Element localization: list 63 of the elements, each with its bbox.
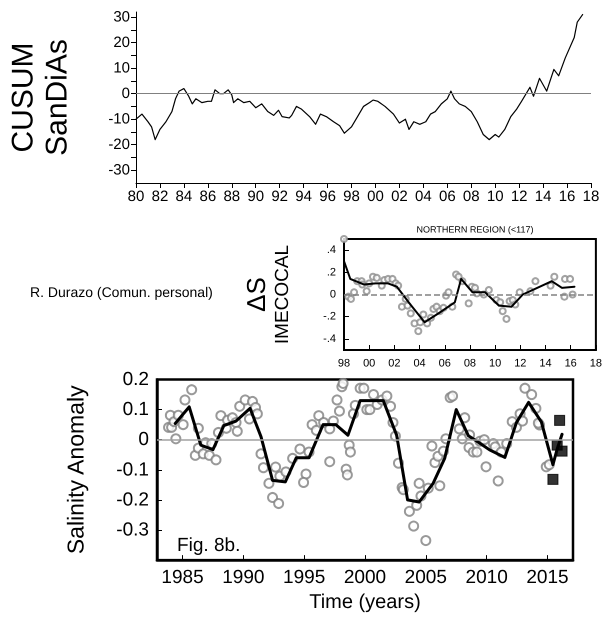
x-tick-label: 14 — [534, 188, 552, 205]
x-tick-label: 10 — [486, 188, 504, 205]
y-tick-label: -0.1 — [116, 459, 149, 480]
x-tick-label: 2005 — [404, 567, 447, 588]
y-tick-label: -.2 — [323, 310, 336, 323]
x-tick-label: 02 — [388, 358, 400, 370]
chart-title: NORTHERN REGION (<117) — [416, 224, 534, 234]
x-tick-label: 18 — [582, 188, 600, 205]
y-tick-label: 0 — [122, 85, 130, 102]
x-tick-label: 16 — [564, 358, 577, 370]
x-tick-label: 1995 — [283, 567, 326, 588]
x-tick-label: 04 — [413, 358, 426, 370]
x-tick-label: 88 — [223, 188, 240, 205]
x-tick-label: 06 — [438, 358, 451, 370]
x-tick-label: 04 — [415, 188, 432, 205]
y-tick-label: -.4 — [323, 332, 336, 345]
x-tick-label: 14 — [539, 358, 552, 370]
y-tick-label: -0.2 — [116, 489, 149, 510]
x-tick-label: 10 — [489, 358, 502, 370]
x-tick-label: 2000 — [344, 567, 386, 588]
y-tick-label: 20 — [113, 34, 130, 52]
x-tick-label: 80 — [128, 188, 144, 205]
y-tick-label: -20 — [108, 136, 130, 154]
x-tick-label: 94 — [295, 188, 312, 205]
x-tick-label: 84 — [176, 188, 192, 205]
x-tick-label: 96 — [319, 188, 336, 205]
y-axis-title: CUSUM SanDiAs — [6, 39, 74, 156]
x-tick-label: 02 — [391, 188, 408, 205]
x-tick-label: 16 — [558, 188, 576, 205]
x-tick-label: 2015 — [526, 567, 569, 588]
x-tick-label: 12 — [510, 188, 528, 205]
x-tick-label: 00 — [367, 188, 384, 205]
y-tick-label: 0.2 — [122, 369, 149, 390]
x-tick-label: 98 — [343, 188, 360, 205]
x-tick-label: 86 — [200, 188, 216, 205]
y-tick-label: 0 — [330, 288, 336, 300]
x-tick-label: 08 — [462, 188, 480, 205]
x-tick-label: 1985 — [161, 567, 204, 588]
x-tick-label: 98 — [338, 358, 350, 370]
x-axis-title: Time (years) — [309, 591, 421, 613]
x-tick-label: 92 — [271, 188, 288, 205]
x-tick-label: 18 — [590, 358, 602, 370]
y-tick-label: 30 — [113, 8, 130, 26]
y-tick-label: -30 — [108, 162, 130, 179]
text: R. Durazo (Comun. personal) — [30, 284, 213, 300]
x-tick-label: 08 — [464, 358, 476, 370]
x-tick-label: 1990 — [222, 567, 265, 588]
y-axis-title: ΔS IMECOCAL — [241, 244, 293, 344]
y-tick-label: 0.1 — [122, 399, 149, 420]
y-axis-title: Salinity Anomaly — [62, 384, 88, 554]
x-tick-label: 00 — [363, 358, 376, 370]
x-tick-label: 2010 — [465, 567, 508, 588]
x-tick-label: 90 — [247, 188, 264, 205]
y-tick-label: 10 — [113, 60, 130, 77]
y-tick-label: .2 — [326, 266, 336, 278]
y-tick-label: 0 — [138, 429, 149, 450]
y-tick-label: -10 — [108, 110, 130, 128]
y-tick-label: .4 — [326, 244, 336, 256]
x-tick-label: 82 — [152, 188, 168, 205]
y-tick-label: -0.3 — [116, 520, 149, 540]
x-tick-label: 06 — [438, 188, 456, 205]
annotation: Fig. 8b. — [177, 535, 240, 556]
x-tick-label: 12 — [514, 358, 526, 370]
